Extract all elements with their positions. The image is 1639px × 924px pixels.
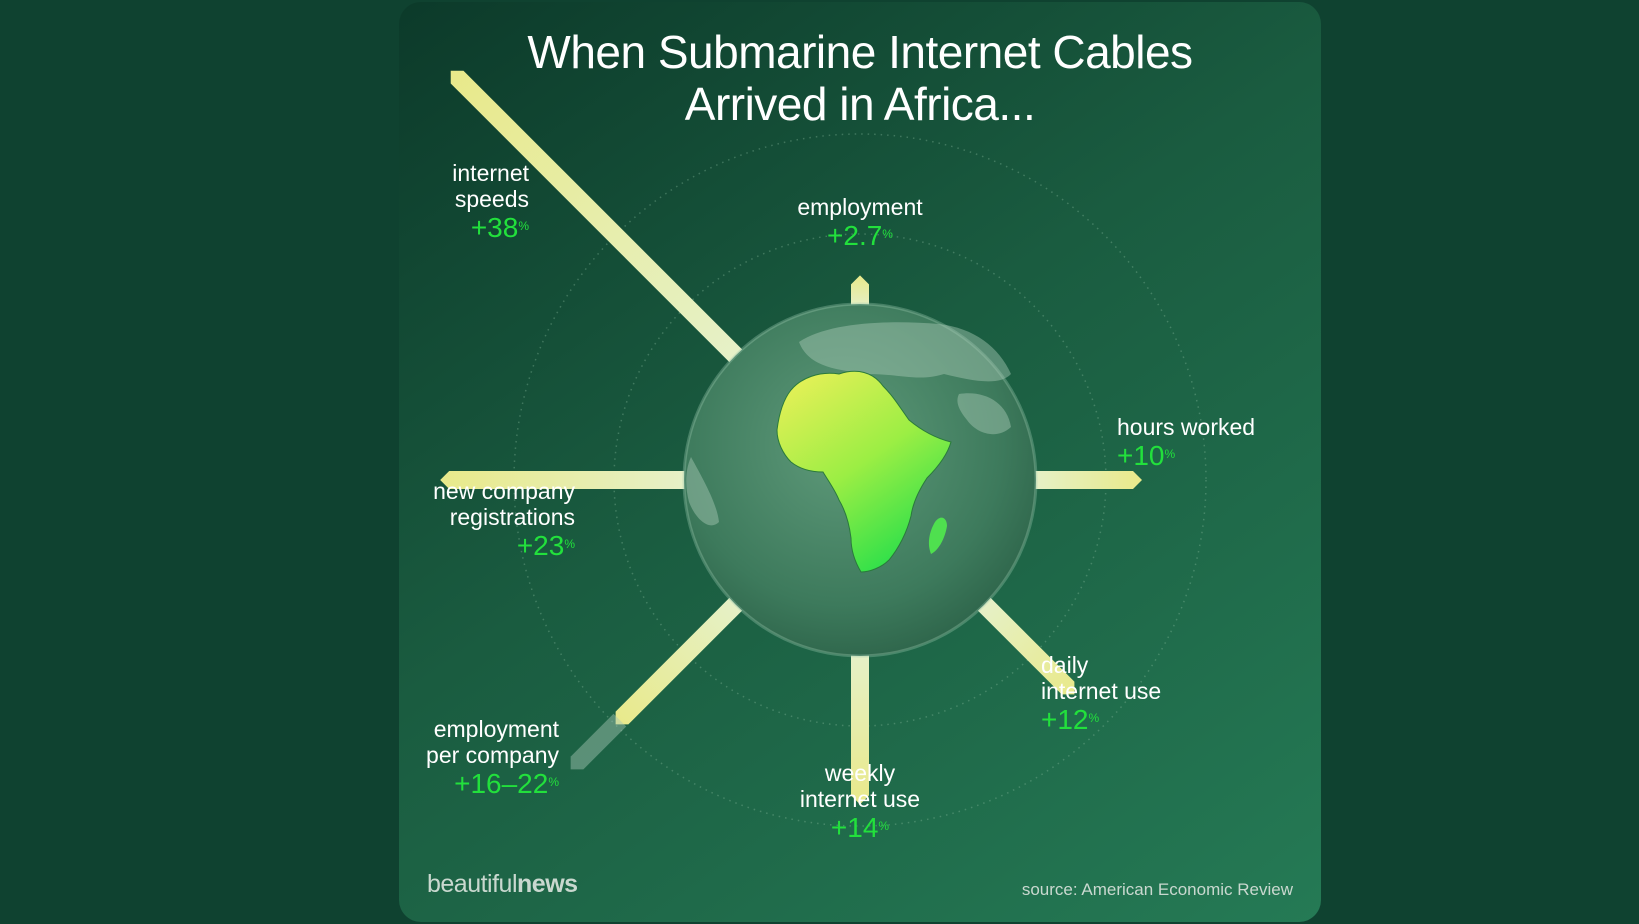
infographic-card: When Submarine Internet Cables Arrived i… — [399, 2, 1321, 922]
label-line: employment — [433, 716, 559, 742]
bar-fill — [450, 70, 745, 365]
percent-sign: % — [1088, 711, 1100, 725]
label-line: employment — [797, 194, 923, 220]
value-text: +23% — [517, 530, 575, 562]
source-note: source: American Economic Review — [1021, 880, 1293, 899]
label-line: new company — [433, 478, 575, 504]
label-line: internet use — [799, 786, 921, 812]
bar-new-company-registrations — [440, 471, 688, 489]
percent-sign: % — [882, 227, 893, 241]
bar-fill — [1032, 471, 1142, 489]
percent-sign: % — [564, 537, 575, 551]
bar-hours-worked — [1032, 471, 1142, 489]
value-text: +14% — [831, 812, 889, 844]
bar-fill — [975, 595, 1075, 695]
title-line-2: Arrived in Africa... — [684, 78, 1036, 130]
africa-shape — [776, 370, 952, 573]
value-number: +10 — [1117, 440, 1165, 471]
bar-fill — [851, 275, 869, 308]
percent-sign: % — [548, 775, 559, 789]
percent-sign: % — [878, 819, 890, 833]
bar-internet-speeds — [450, 70, 745, 365]
value-number: +12 — [1041, 704, 1089, 735]
bar-daily-internet-use — [975, 595, 1075, 695]
bar-fill — [851, 652, 869, 805]
madagascar-shape — [928, 517, 947, 554]
globe-rim — [682, 302, 1038, 658]
value-text: +38% — [471, 212, 529, 244]
radial-chart — [440, 70, 1207, 827]
brand-bold: news — [517, 870, 578, 898]
label-employment: employment +2.7% — [760, 194, 960, 252]
label-daily-internet-use: daily internet use +12% — [1041, 652, 1161, 736]
value-number: +38 — [470, 212, 519, 243]
bar-range-low — [615, 595, 745, 725]
label-line: daily — [1041, 652, 1089, 678]
bar-employment — [851, 275, 869, 308]
bars-group — [440, 70, 1142, 805]
label-line: internet use — [1041, 678, 1162, 704]
label-line: weekly — [824, 760, 896, 786]
label-internet-speeds: internet speeds +38% — [452, 160, 529, 244]
label-new-company-registrations: new company registrations +23% — [433, 478, 575, 562]
label-line: registrations — [449, 504, 575, 530]
value-text: +10% — [1117, 440, 1175, 472]
label-line: internet — [452, 160, 529, 186]
label-employment-per-company: employment per company +16–22% — [426, 716, 559, 800]
value-number: +23 — [516, 530, 565, 561]
value-number: +14 — [830, 812, 879, 843]
bar-weekly-internet-use — [851, 652, 869, 805]
value-number: +2.7 — [827, 220, 883, 251]
percent-sign: % — [1164, 447, 1176, 461]
value-text: +2.7% — [827, 220, 893, 252]
chart-title: When Submarine Internet Cables Arrived i… — [399, 26, 1321, 130]
label-hours-worked: hours worked +10% — [1117, 414, 1255, 472]
bar-employment-per-company — [570, 595, 745, 770]
bar-fill — [440, 471, 688, 489]
value-text: +12% — [1041, 704, 1099, 736]
bar-range-high — [570, 713, 627, 770]
label-line: speeds — [454, 186, 529, 212]
label-weekly-internet-use: weekly internet use +14% — [740, 760, 980, 844]
label-line: hours worked — [1117, 414, 1256, 440]
percent-sign: % — [518, 219, 529, 233]
other-continents — [686, 322, 1011, 526]
label-line: per company — [426, 742, 559, 768]
globe — [682, 302, 1038, 658]
title-line-1: When Submarine Internet Cables — [527, 26, 1193, 78]
brand-logo: beautifulnews — [427, 870, 578, 899]
value-number: +16–22 — [454, 768, 549, 799]
brand-light: beautiful — [427, 870, 518, 898]
value-text: +16–22% — [454, 768, 559, 800]
